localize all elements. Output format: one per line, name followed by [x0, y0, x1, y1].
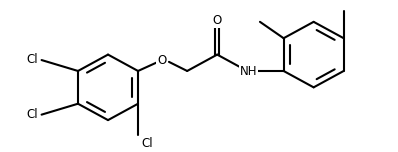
- Text: Cl: Cl: [26, 108, 38, 121]
- Text: NH: NH: [239, 65, 257, 78]
- Text: O: O: [213, 14, 222, 27]
- Text: Cl: Cl: [26, 53, 38, 66]
- Text: O: O: [157, 54, 166, 67]
- Text: Cl: Cl: [142, 137, 153, 150]
